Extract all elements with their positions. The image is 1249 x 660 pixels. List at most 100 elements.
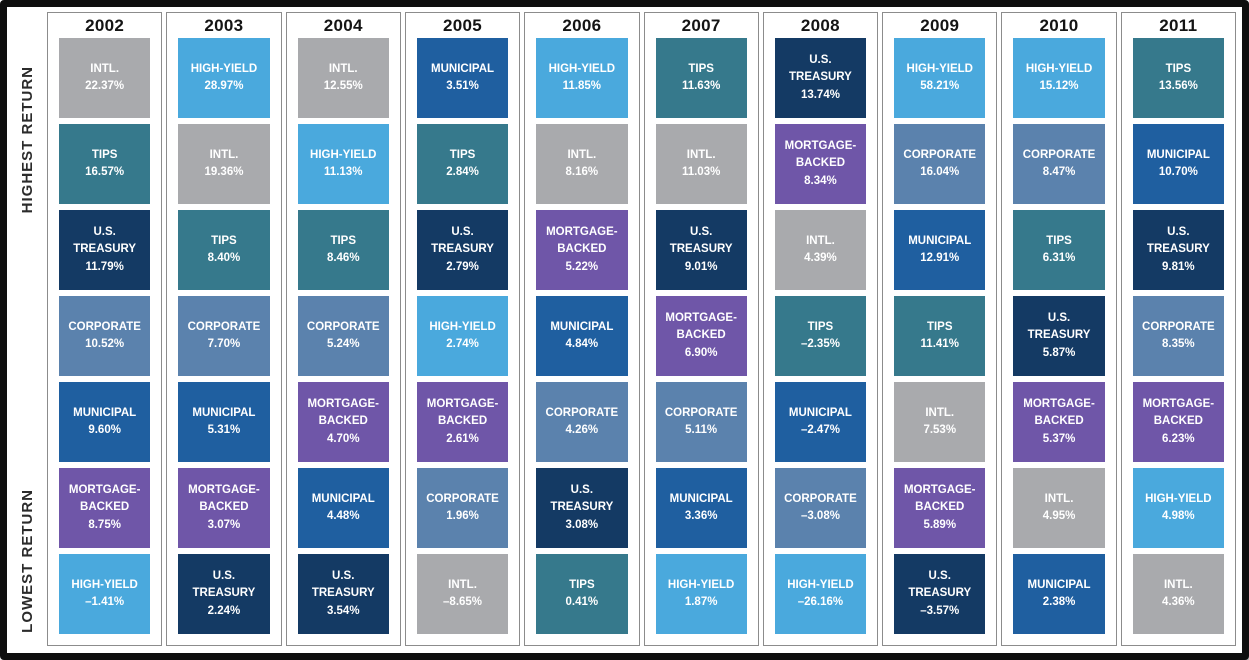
tile-2004-corporate: CORPORATE 5.24%: [297, 296, 389, 376]
asset-return-value: 5.89%: [923, 518, 957, 531]
asset-return-value: 12.91%: [920, 252, 960, 264]
tile-2007-corporate: CORPORATE 5.11%: [655, 382, 747, 462]
tile-2004-municipal: MUNICIPAL 4.48%: [297, 468, 389, 548]
asset-return-value: 16.57%: [85, 166, 125, 178]
asset-name: INTL.: [448, 578, 477, 591]
asset-return-value: 8.16%: [565, 166, 599, 178]
tile-2010-mortgage_backed: MORTGAGE-BACKED 5.37%: [1013, 382, 1105, 462]
asset-name: MORTGAGE-BACKED: [665, 312, 737, 342]
asset-name: INTL.: [806, 234, 835, 247]
tile-2008-us_treasury: U.S. TREASURY 13.74%: [774, 38, 867, 118]
tile-2007-tips: TIPS 11.63%: [655, 38, 747, 118]
asset-name: MUNICIPAL: [908, 234, 972, 247]
tile-2003-high_yield: HIGH-YIELD 28.97%: [178, 38, 270, 118]
asset-return-value: 2.61%: [446, 432, 479, 445]
tile-2006-intl: INTL. 8.16%: [536, 124, 628, 204]
asset-name: MORTGAGE-BACKED: [188, 484, 260, 514]
asset-name: TIPS: [211, 234, 237, 247]
tile-2005-municipal: MUNICIPAL 3.51%: [416, 38, 509, 118]
tile-2004-intl: INTL. 12.55%: [297, 38, 389, 118]
year-header: 2009: [920, 16, 960, 35]
asset-name: CORPORATE: [426, 492, 499, 505]
asset-return-value: 10.52%: [85, 338, 125, 350]
asset-name: MUNICIPAL: [550, 320, 614, 333]
asset-name: MORTGAGE-BACKED: [1142, 398, 1215, 428]
tile-2007-municipal: MUNICIPAL 3.36%: [655, 468, 747, 548]
tile-2008-tips: TIPS –2.35%: [774, 296, 867, 376]
asset-name: CORPORATE: [1142, 320, 1215, 333]
asset-name: HIGH-YIELD: [667, 578, 735, 591]
tiles-stack: TIPS 11.63% INTL. 11.03% U.S. TREASURY 9.01% M…: [645, 37, 758, 645]
asset-return-value: 9.60%: [88, 424, 121, 436]
tiles-stack: TIPS 13.56% MUNICIPAL 10.70% U.S. TREASURY 9.…: [1122, 37, 1235, 645]
asset-name: TIPS: [91, 148, 118, 161]
tile-2002-corporate: CORPORATE 10.52%: [59, 296, 151, 376]
year-column-2002: 2002 INTL. 22.37% TIPS 16.57% U.S. TREASURY 11…: [47, 12, 163, 646]
asset-name: HIGH-YIELD: [71, 578, 138, 591]
year-header: 2002: [85, 16, 125, 35]
tile-2010-us_treasury: U.S. TREASURY 5.87%: [1013, 296, 1105, 376]
tile-2009-high_yield: HIGH-YIELD 58.21%: [894, 38, 986, 118]
asset-name: INTL.: [686, 148, 716, 161]
asset-return-value: 5.11%: [685, 424, 718, 436]
year-header: 2007: [681, 16, 721, 35]
asset-name: TIPS: [1165, 62, 1192, 75]
tile-2006-corporate: CORPORATE 4.26%: [536, 382, 628, 462]
asset-return-value: 3.08%: [565, 518, 599, 531]
asset-return-value: 8.47%: [1042, 166, 1076, 178]
tile-2011-intl: INTL. 4.36%: [1132, 554, 1224, 634]
tile-2005-corporate: CORPORATE 1.96%: [416, 468, 509, 548]
asset-return-value: 11.41%: [920, 338, 959, 350]
asset-return-value: –2.35%: [800, 338, 840, 350]
tile-2005-high_yield: HIGH-YIELD 2.74%: [416, 296, 509, 376]
asset-name: U.S. TREASURY: [789, 54, 852, 84]
tile-2003-municipal: MUNICIPAL 5.31%: [178, 382, 270, 462]
asset-return-value: 9.81%: [1162, 260, 1195, 273]
tile-2007-us_treasury: U.S. TREASURY 9.01%: [655, 210, 747, 290]
asset-name: U.S. TREASURY: [73, 226, 137, 256]
asset-name: MUNICIPAL: [1146, 148, 1210, 161]
asset-name: U.S. TREASURY: [1027, 312, 1091, 342]
asset-name: HIGH-YIELD: [787, 578, 854, 591]
asset-name: MUNICIPAL: [788, 406, 852, 419]
asset-name: U.S. TREASURY: [431, 226, 494, 256]
asset-name: TIPS: [926, 320, 953, 333]
asset-return-value: 7.53%: [923, 424, 957, 436]
asset-return-value: 13.56%: [1158, 80, 1198, 92]
asset-return-value: 10.70%: [1158, 166, 1198, 178]
asset-return-value: 3.54%: [326, 604, 360, 617]
asset-return-value: 3.36%: [684, 510, 718, 522]
tile-2009-mortgage_backed: MORTGAGE-BACKED 5.89%: [894, 468, 986, 548]
tile-2008-mortgage_backed: MORTGAGE-BACKED 8.34%: [774, 124, 867, 204]
highest-return-axis-label: HIGHEST RETURN: [7, 15, 47, 265]
asset-return-value: –8.65%: [443, 596, 483, 608]
tile-2011-tips: TIPS 13.56%: [1132, 38, 1224, 118]
tile-2011-municipal: MUNICIPAL 10.70%: [1132, 124, 1224, 204]
tile-2002-us_treasury: U.S. TREASURY 11.79%: [59, 210, 151, 290]
asset-name: CORPORATE: [68, 320, 141, 333]
asset-name: INTL.: [90, 62, 120, 75]
asset-name: CORPORATE: [784, 492, 857, 505]
tile-2003-tips: TIPS 8.40%: [178, 210, 270, 290]
asset-return-value: 6.31%: [1042, 252, 1076, 264]
asset-return-value: 4.39%: [804, 252, 837, 264]
year-header: 2008: [800, 16, 840, 35]
lowest-return-axis-label: LOWEST RETURN: [7, 475, 47, 647]
tile-2010-corporate: CORPORATE 8.47%: [1013, 124, 1105, 204]
asset-return-value: 4.26%: [565, 424, 599, 436]
asset-name: CORPORATE: [903, 148, 977, 161]
tile-2010-intl: INTL. 4.95%: [1013, 468, 1105, 548]
tile-2005-us_treasury: U.S. TREASURY 2.79%: [416, 210, 509, 290]
tile-2008-high_yield: HIGH-YIELD –26.16%: [774, 554, 867, 634]
tile-2008-intl: INTL. 4.39%: [774, 210, 867, 290]
year-column-2006: 2006 HIGH-YIELD 11.85% INTL. 8.16% MORTGAGE-B…: [524, 12, 640, 646]
asset-return-value: 12.55%: [323, 80, 363, 92]
left-axis-gutter: HIGHEST RETURN LOWEST RETURN: [7, 7, 47, 653]
asset-return-value: 4.36%: [1162, 596, 1195, 608]
asset-return-value: 6.23%: [1162, 432, 1195, 445]
asset-name: MORTGAGE-BACKED: [307, 398, 380, 428]
tile-2003-intl: INTL. 19.36%: [178, 124, 270, 204]
asset-return-value: 2.74%: [446, 338, 479, 350]
asset-return-value: 16.04%: [920, 166, 960, 178]
year-column-2009: 2009 HIGH-YIELD 58.21% CORPORATE 16.04% MUNIC…: [882, 12, 998, 646]
